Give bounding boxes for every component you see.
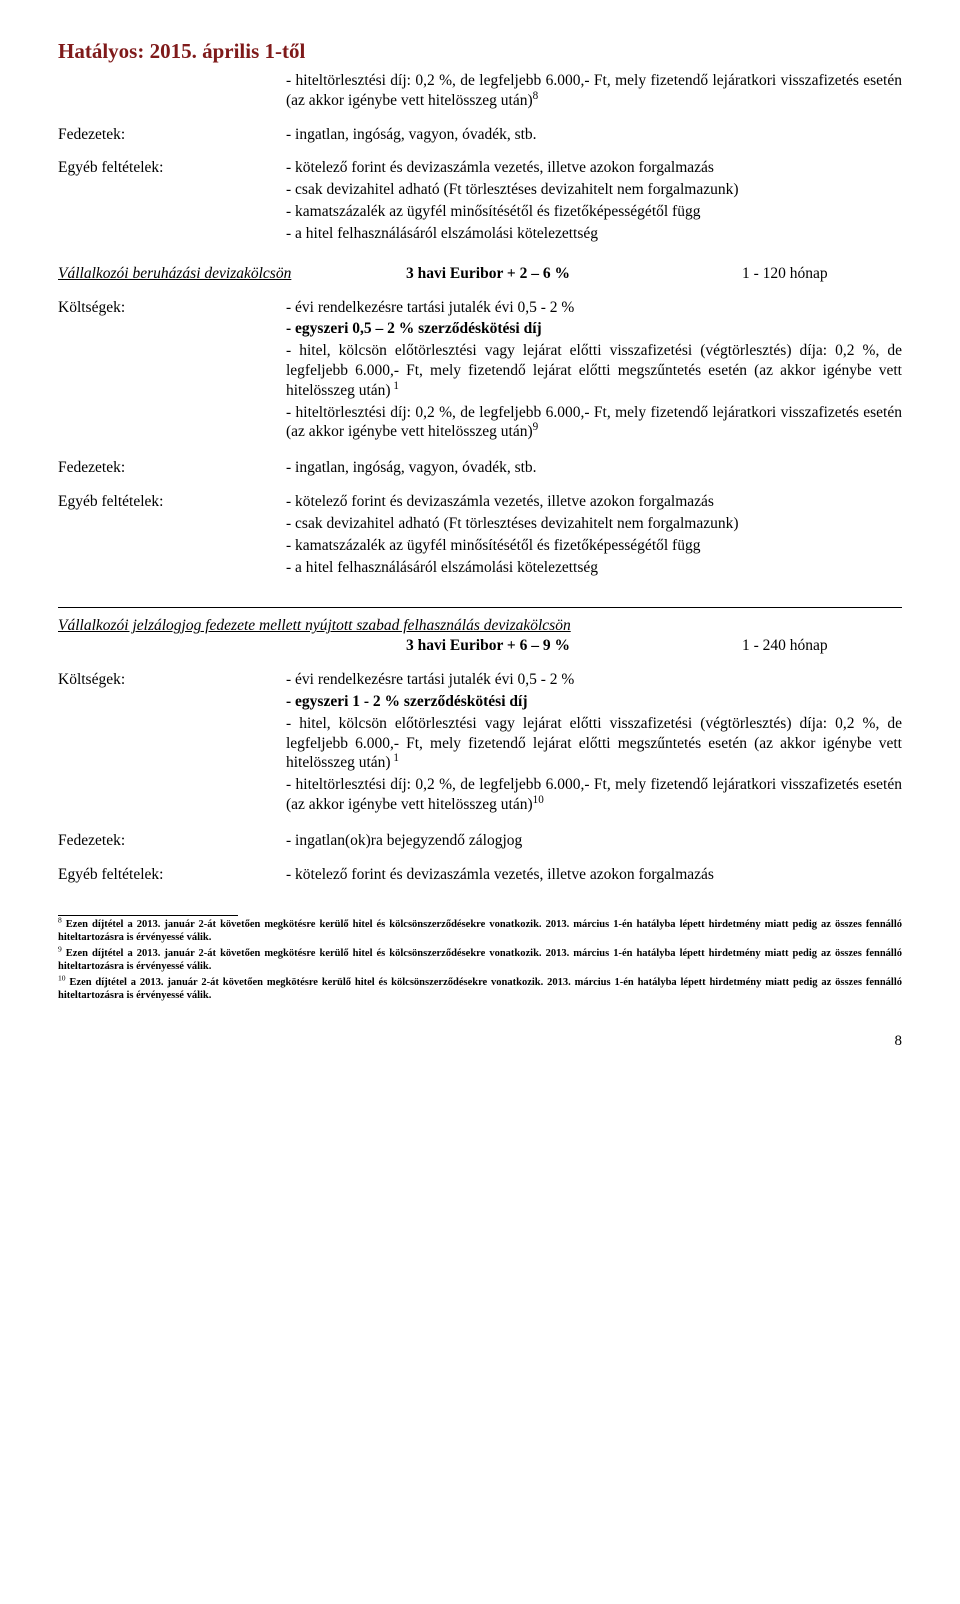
koltseg-line-bold: - egyszeri 1 - 2 % szerződéskötési díj xyxy=(286,692,902,712)
footnote-text: Ezen díjtétel a 2013. január 2-át követő… xyxy=(58,948,902,972)
row-egyeb-3: Egyéb feltételek: - kötelező forint és d… xyxy=(58,865,902,885)
egyeb-line: - kötelező forint és devizaszámla vezeté… xyxy=(286,158,902,178)
koltseg-text: - hitel, kölcsön előtörlesztési vagy lej… xyxy=(286,715,902,772)
row-koltsegek-2: Költségek: - évi rendelkezésre tartási j… xyxy=(58,298,902,445)
koltseg-line: - hiteltörlesztési díj: 0,2 %, de legfel… xyxy=(286,403,902,443)
label-fedezetek: Fedezetek: xyxy=(58,831,286,851)
label-egyeb: Egyéb feltételek: xyxy=(58,158,286,178)
label-koltsegek: Költségek: xyxy=(58,670,286,690)
footnote-divider xyxy=(58,915,238,916)
footnote-ref-10: 10 xyxy=(533,794,544,806)
value-egyeb: - kötelező forint és devizaszámla vezeté… xyxy=(286,158,902,245)
rate-beruhazasi: 3 havi Euribor + 2 – 6 % xyxy=(406,264,742,284)
section-jelzalog-heading: Vállalkozói jelzálogjog fedezete mellett… xyxy=(58,616,902,636)
intro-paragraph: - hiteltörlesztési díj: 0,2 %, de legfel… xyxy=(286,71,902,111)
row-fedezetek-3: Fedezetek: - ingatlan(ok)ra bejegyzendő … xyxy=(58,831,902,851)
term-beruhazasi: 1 - 120 hónap xyxy=(742,264,902,284)
egyeb-line: - csak devizahitel adható (Ft törlesztés… xyxy=(286,514,902,534)
row-koltsegek-3: Költségek: - évi rendelkezésre tartási j… xyxy=(58,670,902,817)
footnote-num: 10 xyxy=(58,974,66,983)
footnote-text: Ezen díjtétel a 2013. január 2-át követő… xyxy=(58,977,902,1001)
footnote-ref-1: 1 xyxy=(391,380,399,392)
section-jelzalog-rate-line: 3 havi Euribor + 6 – 9 % 1 - 240 hónap xyxy=(58,636,902,656)
egyeb-line: - csak devizahitel adható (Ft törlesztés… xyxy=(286,180,902,200)
value-egyeb: - kötelező forint és devizaszámla vezeté… xyxy=(286,492,902,579)
label-egyeb: Egyéb feltételek: xyxy=(58,492,286,512)
value-koltsegek-2: - évi rendelkezésre tartási jutalék évi … xyxy=(286,298,902,445)
label-egyeb: Egyéb feltételek: xyxy=(58,865,286,885)
footnote-9: 9 Ezen díjtétel a 2013. január 2-át köve… xyxy=(58,947,902,973)
egyeb-line: - kamatszázalék az ügyfél minősítésétől … xyxy=(286,536,902,556)
page-number: 8 xyxy=(58,1032,902,1051)
row-egyeb-2: Egyéb feltételek: - kötelező forint és d… xyxy=(58,492,902,579)
rate-jelzalog: 3 havi Euribor + 6 – 9 % xyxy=(406,636,742,656)
label-koltsegek: Költségek: xyxy=(58,298,286,318)
value-egyeb-3: - kötelező forint és devizaszámla vezeté… xyxy=(286,865,902,885)
footnote-10: 10 Ezen díjtétel a 2013. január 2-át köv… xyxy=(58,976,902,1002)
section-title-beruhazasi: Vállalkozói beruházási devizakölcsön xyxy=(58,265,291,282)
row-fedezetek-2: Fedezetek: - ingatlan, ingóság, vagyon, … xyxy=(58,458,902,478)
section-beruhazasi-heading: Vállalkozói beruházási devizakölcsön 3 h… xyxy=(58,264,902,284)
intro-text: - hiteltörlesztési díj: 0,2 %, de legfel… xyxy=(286,72,902,109)
intro-block: - hiteltörlesztési díj: 0,2 %, de legfel… xyxy=(286,71,902,111)
egyeb-line: - kötelező forint és devizaszámla vezeté… xyxy=(286,492,902,512)
footnote-ref-9: 9 xyxy=(533,421,539,433)
koltseg-line: - hiteltörlesztési díj: 0,2 %, de legfel… xyxy=(286,775,902,815)
value-fedezetek: - ingatlan, ingóság, vagyon, óvadék, stb… xyxy=(286,458,902,478)
koltseg-text: - hitel, kölcsön előtörlesztési vagy lej… xyxy=(286,342,902,399)
footnote-ref-1: 1 xyxy=(391,752,399,764)
footnotes-block: 8 Ezen díjtétel a 2013. január 2-át köve… xyxy=(58,918,902,1003)
label-fedezetek: Fedezetek: xyxy=(58,125,286,145)
koltseg-line: - hitel, kölcsön előtörlesztési vagy lej… xyxy=(286,714,902,773)
value-fedezetek: - ingatlan, ingóság, vagyon, óvadék, stb… xyxy=(286,125,902,145)
koltseg-text: - hiteltörlesztési díj: 0,2 %, de legfel… xyxy=(286,404,902,441)
koltseg-line: - évi rendelkezésre tartási jutalék évi … xyxy=(286,298,902,318)
section-divider xyxy=(58,607,902,608)
koltseg-line: - hitel, kölcsön előtörlesztési vagy lej… xyxy=(286,341,902,400)
koltseg-line: - évi rendelkezésre tartási jutalék évi … xyxy=(286,670,902,690)
footnote-8: 8 Ezen díjtétel a 2013. január 2-át köve… xyxy=(58,918,902,944)
footnote-text: Ezen díjtétel a 2013. január 2-át követő… xyxy=(58,919,902,943)
term-jelzalog: 1 - 240 hónap xyxy=(742,636,902,656)
row-fedezetek-1: Fedezetek: - ingatlan, ingóság, vagyon, … xyxy=(58,125,902,145)
egyeb-line: - a hitel felhasználásáról elszámolási k… xyxy=(286,558,902,578)
section-title-jelzalog: Vállalkozói jelzálogjog fedezete mellett… xyxy=(58,617,571,634)
koltseg-text: - hiteltörlesztési díj: 0,2 %, de legfel… xyxy=(286,776,902,813)
koltseg-line-bold: - egyszeri 0,5 – 2 % szerződéskötési díj xyxy=(286,319,902,339)
page-header: Hatályos: 2015. április 1-től xyxy=(58,38,902,65)
value-koltsegek-3: - évi rendelkezésre tartási jutalék évi … xyxy=(286,670,902,817)
value-fedezetek-3: - ingatlan(ok)ra bejegyzendő zálogjog xyxy=(286,831,902,851)
footnote-ref-8: 8 xyxy=(533,90,539,102)
label-fedezetek: Fedezetek: xyxy=(58,458,286,478)
row-egyeb-1: Egyéb feltételek: - kötelező forint és d… xyxy=(58,158,902,245)
egyeb-line: - kamatszázalék az ügyfél minősítésétől … xyxy=(286,202,902,222)
egyeb-line: - a hitel felhasználásáról elszámolási k… xyxy=(286,224,902,244)
